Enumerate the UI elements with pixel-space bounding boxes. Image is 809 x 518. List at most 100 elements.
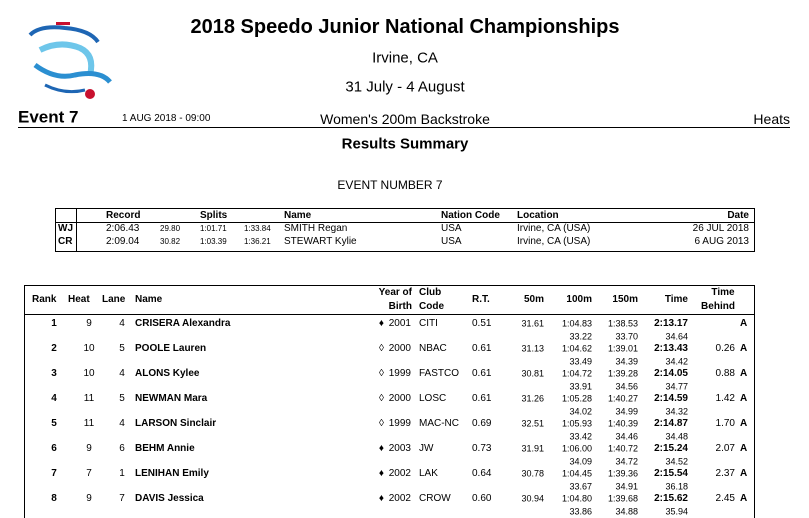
split-100: 1:04.83 <box>561 318 592 329</box>
col-header: 50m <box>523 294 544 305</box>
swimmer-name: ALONS Kylee <box>135 368 200 379</box>
club-code: LAK <box>419 468 438 479</box>
reaction-time: 0.69 <box>472 418 492 429</box>
lap-split: 34.72 <box>615 456 638 467</box>
club-code: CROW <box>419 493 451 504</box>
lap-split: 34.09 <box>569 456 592 467</box>
split-100: 1:04.62 <box>561 343 592 354</box>
time-behind: 0.26 <box>715 343 735 354</box>
marker: ◊ <box>379 418 384 429</box>
record-header: Splits <box>200 210 228 221</box>
rank: 3 <box>51 368 57 379</box>
lap-split: 33.70 <box>615 331 638 342</box>
marker: ♦ <box>378 493 384 504</box>
record-name: STEWART Kylie <box>284 236 357 247</box>
divider <box>18 127 790 128</box>
col-header: Lane <box>102 294 126 305</box>
heat: 9 <box>86 318 92 329</box>
col-header: Name <box>135 294 163 305</box>
marker: ♦ <box>378 468 384 479</box>
year-of-birth: 2000 <box>388 393 411 404</box>
reaction-time: 0.60 <box>472 493 492 504</box>
col-header: Year of <box>378 287 412 298</box>
time-behind: 1.70 <box>715 418 735 429</box>
split-50: 30.81 <box>521 368 544 379</box>
col-header: R.T. <box>472 294 490 305</box>
heat: 9 <box>86 493 92 504</box>
logo <box>28 22 112 99</box>
year-of-birth: 2000 <box>388 343 411 354</box>
swimmer-name: POOLE Lauren <box>135 343 207 354</box>
lap-split: 34.88 <box>615 506 638 517</box>
lap-split: 36.18 <box>665 481 688 492</box>
club-code: MAC-NC <box>419 418 459 429</box>
record-code: CR <box>58 236 73 247</box>
qualifier: A <box>740 318 748 329</box>
lane: 4 <box>119 418 125 429</box>
swimmer-name: NEWMAN Mara <box>135 393 208 404</box>
record-header: Nation Code <box>441 210 500 221</box>
split-100: 1:04.80 <box>561 493 592 504</box>
split-50: 31.61 <box>521 318 544 329</box>
results-box <box>24 285 755 518</box>
record-date: 26 JUL 2018 <box>692 223 749 234</box>
lane: 5 <box>119 393 125 404</box>
final-time: 2:15.62 <box>654 493 688 504</box>
event-datetime: 1 AUG 2018 - 09:00 <box>122 113 211 124</box>
heat: 10 <box>83 343 95 354</box>
final-time: 2:13.17 <box>654 318 688 329</box>
swimmer-name: LENIHAN Emily <box>135 468 209 479</box>
col-header: Behind <box>701 301 735 312</box>
time-behind: 2.07 <box>715 443 735 454</box>
reaction-time: 0.61 <box>472 393 492 404</box>
record-header: Location <box>517 210 559 221</box>
record-split: 30.82 <box>160 237 181 246</box>
final-time: 2:13.43 <box>654 343 688 354</box>
reaction-time: 0.64 <box>472 468 492 479</box>
lap-split: 33.42 <box>569 431 592 442</box>
swimmer-name: LARSON Sinclair <box>135 418 217 429</box>
lap-split: 34.56 <box>615 381 638 392</box>
col-header: Birth <box>388 301 412 312</box>
lap-split: 33.86 <box>569 506 592 517</box>
marker: ♦ <box>378 443 384 454</box>
lane: 4 <box>119 368 125 379</box>
reaction-time: 0.73 <box>472 443 492 454</box>
swimmer-name: BEHM Annie <box>135 443 195 454</box>
lap-split: 33.49 <box>569 356 592 367</box>
col-header: Heat <box>68 294 90 305</box>
qualifier: A <box>740 443 748 454</box>
year-of-birth: 2002 <box>388 493 411 504</box>
lane: 4 <box>119 318 125 329</box>
time-behind: 1.42 <box>715 393 735 404</box>
split-50: 31.13 <box>521 343 544 354</box>
col-header: Rank <box>32 294 57 305</box>
swimmer-name: DAVIS Jessica <box>135 493 204 504</box>
reaction-time: 0.61 <box>472 368 492 379</box>
record-header: Record <box>106 210 141 221</box>
split-50: 32.51 <box>521 418 544 429</box>
split-150: 1:40.39 <box>607 418 638 429</box>
split-100: 1:05.93 <box>561 418 592 429</box>
qualifier: A <box>740 493 748 504</box>
qualifier: A <box>740 343 748 354</box>
dates: 31 July - 4 August <box>345 78 465 96</box>
col-header: Club <box>419 287 442 298</box>
final-time: 2:14.05 <box>654 368 688 379</box>
split-50: 30.78 <box>521 468 544 479</box>
qualifier: A <box>740 393 748 404</box>
year-of-birth: 1999 <box>388 368 411 379</box>
record-nation: USA <box>441 223 462 234</box>
qualifier: A <box>740 468 748 479</box>
qualifier: A <box>740 368 748 379</box>
records-header-rule <box>55 222 754 223</box>
lap-split: 34.91 <box>615 481 638 492</box>
event-name: Women's 200m Backstroke <box>320 111 490 127</box>
record-split: 1:01.71 <box>200 224 227 233</box>
record-location: Irvine, CA (USA) <box>517 223 591 234</box>
rank: 8 <box>51 493 57 504</box>
record-header: Name <box>284 210 312 221</box>
heat: 7 <box>86 468 92 479</box>
split-50: 30.94 <box>521 493 544 504</box>
